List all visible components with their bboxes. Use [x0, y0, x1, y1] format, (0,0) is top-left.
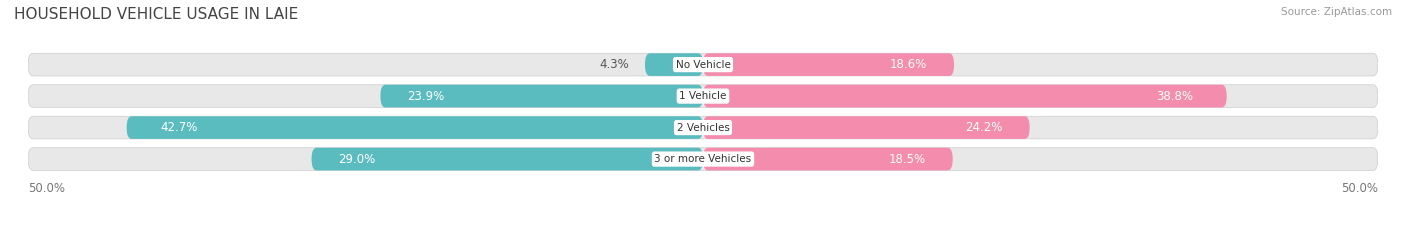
FancyBboxPatch shape: [28, 53, 1378, 76]
Text: 4.3%: 4.3%: [599, 58, 628, 71]
Text: 24.2%: 24.2%: [966, 121, 1002, 134]
Text: 2 Vehicles: 2 Vehicles: [676, 123, 730, 133]
Text: 50.0%: 50.0%: [1341, 182, 1378, 195]
FancyBboxPatch shape: [28, 85, 1378, 107]
FancyBboxPatch shape: [703, 148, 953, 170]
Text: 3 or more Vehicles: 3 or more Vehicles: [654, 154, 752, 164]
Text: No Vehicle: No Vehicle: [675, 60, 731, 70]
Text: 1 Vehicle: 1 Vehicle: [679, 91, 727, 101]
Text: 29.0%: 29.0%: [339, 153, 375, 166]
Text: 18.6%: 18.6%: [890, 58, 927, 71]
Text: 42.7%: 42.7%: [160, 121, 198, 134]
Text: 38.8%: 38.8%: [1156, 90, 1192, 103]
FancyBboxPatch shape: [645, 53, 703, 76]
Text: 50.0%: 50.0%: [28, 182, 65, 195]
Text: 23.9%: 23.9%: [408, 90, 444, 103]
Text: 18.5%: 18.5%: [889, 153, 925, 166]
FancyBboxPatch shape: [28, 148, 1378, 170]
Text: HOUSEHOLD VEHICLE USAGE IN LAIE: HOUSEHOLD VEHICLE USAGE IN LAIE: [14, 7, 298, 22]
FancyBboxPatch shape: [703, 116, 1029, 139]
Text: Source: ZipAtlas.com: Source: ZipAtlas.com: [1281, 7, 1392, 17]
FancyBboxPatch shape: [28, 116, 1378, 139]
FancyBboxPatch shape: [381, 85, 703, 107]
FancyBboxPatch shape: [127, 116, 703, 139]
Legend: Owner-occupied, Renter-occupied: Owner-occupied, Renter-occupied: [575, 230, 831, 233]
FancyBboxPatch shape: [703, 85, 1226, 107]
FancyBboxPatch shape: [703, 53, 955, 76]
FancyBboxPatch shape: [312, 148, 703, 170]
